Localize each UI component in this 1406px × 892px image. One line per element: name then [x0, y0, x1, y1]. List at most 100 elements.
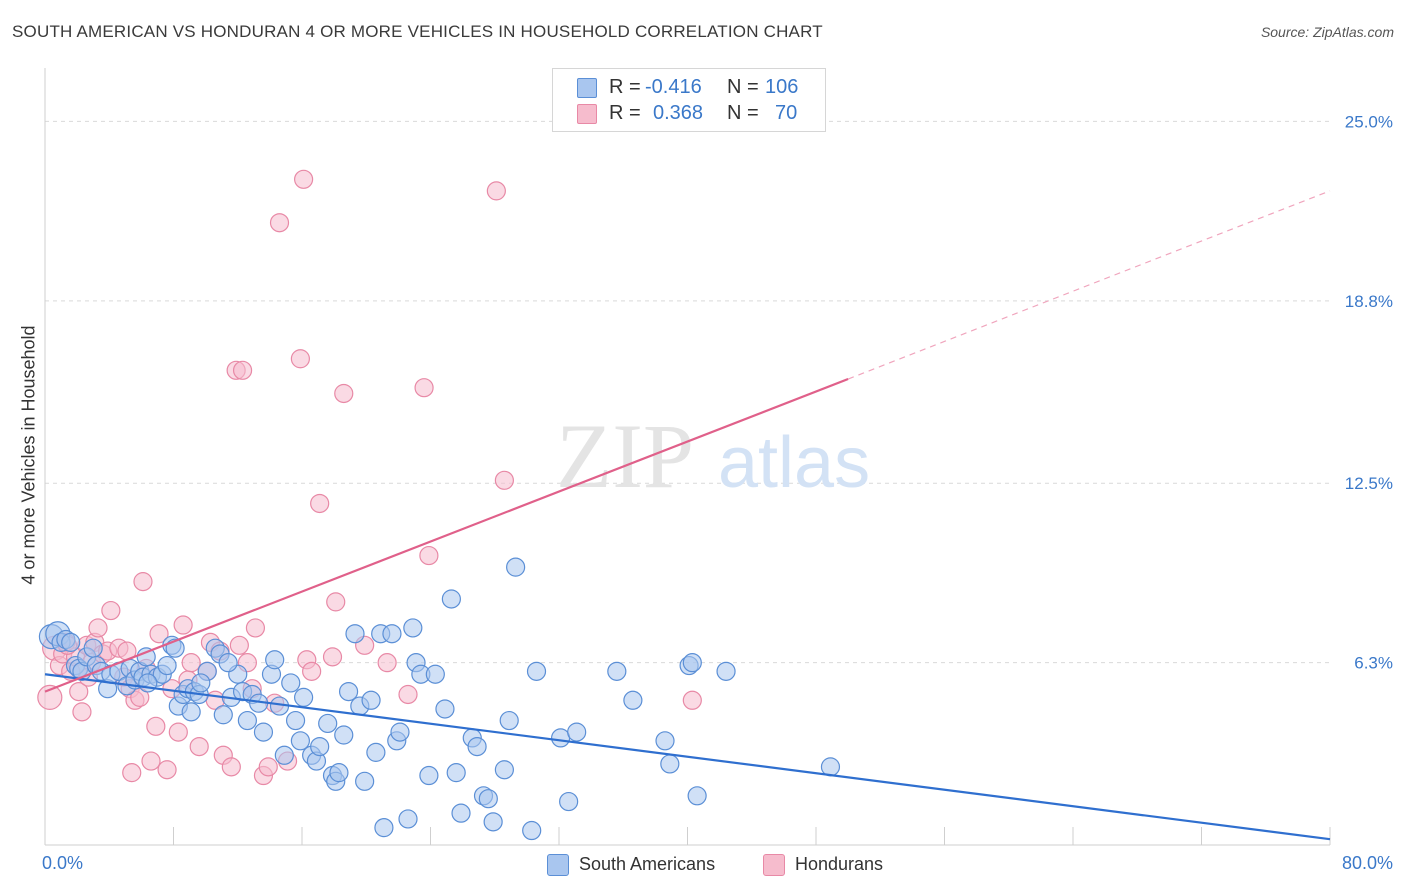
legend-item-hondurans: Hondurans [763, 852, 923, 876]
honduran-point [377, 653, 397, 673]
south-american-point [499, 710, 519, 731]
south-american-point [655, 731, 675, 751]
south-american-point [318, 713, 338, 734]
legend-n-value: 106 [765, 76, 799, 98]
south-american-point [419, 765, 439, 786]
south-american-point [374, 818, 394, 838]
honduran-point [310, 493, 330, 514]
legend-n-value: 70 [775, 102, 798, 124]
south-american-point [253, 722, 274, 742]
honduran-point [149, 624, 169, 644]
honduran-point [322, 647, 343, 667]
legend-label-hondurans: Hondurans [795, 854, 884, 874]
honduran-point [232, 360, 253, 380]
honduran-point [414, 378, 434, 398]
legend-swatch-pink [763, 854, 785, 876]
honduran-point [221, 757, 241, 777]
south-american-trend-line [44, 673, 1331, 841]
honduran-point [302, 661, 322, 681]
honduran-point [419, 545, 439, 566]
legend-r-label: R = [609, 76, 641, 98]
south-american-point [83, 638, 103, 658]
south-american-point [567, 722, 587, 742]
legend-label-south-americans: South Americans [579, 854, 716, 874]
honduran-point [157, 760, 177, 780]
legend-n-label: N = [727, 76, 759, 98]
legend-item-south-americans: South Americans [547, 852, 747, 876]
legend-r-label: R = [609, 102, 641, 124]
honduran-point [326, 592, 346, 612]
south-american-point [213, 705, 233, 725]
y-tick-label: 6.3% [1354, 654, 1393, 673]
honduran-point [168, 722, 188, 742]
south-american-point [329, 763, 349, 783]
south-american-point [682, 653, 702, 673]
south-american-point [218, 653, 238, 673]
trend-lines [44, 190, 1331, 841]
legend-n-label: N = [727, 102, 759, 124]
honduran-point [258, 757, 278, 777]
south-american-point [361, 690, 381, 710]
honduran-point [486, 181, 506, 201]
honduran-point [245, 618, 266, 638]
south-american-point [506, 557, 526, 577]
south-american-point [403, 618, 423, 638]
south-american-point [451, 803, 471, 823]
y-axis-title: 4 or more Vehicles in Household [18, 325, 39, 585]
honduran-point [133, 572, 153, 592]
honduran-point [130, 687, 150, 707]
honduran-point [37, 684, 63, 710]
south-american-point [345, 624, 365, 644]
honduran-point [181, 653, 201, 673]
watermark: ZIP atlas [556, 405, 870, 507]
watermark-zip: ZIP [556, 405, 694, 507]
south-american-point [366, 742, 386, 762]
south-american-point [716, 661, 736, 681]
south-american-point [435, 699, 455, 719]
south-american-point [281, 673, 301, 693]
south-american-point [382, 624, 402, 644]
south-american-point [483, 812, 503, 832]
honduran-point [682, 690, 702, 710]
south-american-point [191, 673, 211, 693]
south-american-point [526, 661, 547, 681]
south-american-point [285, 710, 306, 731]
honduran-point [290, 349, 310, 369]
south-american-point [237, 710, 257, 731]
south-american-point [61, 632, 81, 652]
south-american-point [623, 690, 643, 710]
honduran-trend-extension [847, 190, 1331, 380]
legend-r-value: 0.368 [653, 102, 704, 124]
south-american-point [310, 736, 330, 757]
south-american-point [355, 771, 375, 791]
x-tick-labels: 0.0% 80.0% [42, 853, 1393, 873]
south-american-point [157, 655, 177, 676]
south-american-point [274, 745, 294, 765]
south-american-point [607, 661, 627, 681]
honduran-point [69, 681, 89, 702]
south-american-point [181, 702, 201, 722]
y-tick-label: 25.0% [1345, 112, 1393, 131]
gridlines [45, 120, 1330, 664]
south-american-point [338, 681, 359, 702]
honduran-point [229, 635, 249, 655]
legend-swatch-blue [547, 854, 569, 876]
south-american-point [334, 725, 354, 745]
legend-r-value: -0.416 [645, 76, 702, 98]
south-american-point [820, 757, 841, 777]
south-american-point [441, 589, 461, 609]
honduran-point [398, 684, 418, 705]
stats-legend: R = -0.416 N = 106 R = 0.368 N = 70 [552, 68, 826, 132]
south-american-point [687, 786, 707, 806]
south-american-point [467, 736, 487, 757]
blue-points [38, 557, 841, 841]
south-american-point [559, 791, 579, 812]
chart-title: SOUTH AMERICAN VS HONDURAN 4 OR MORE VEH… [12, 22, 823, 41]
source-credit: Source: ZipAtlas.com [1260, 24, 1394, 40]
south-american-point [398, 809, 418, 829]
legend-row-hondurans: R = 0.368 N = 70 [577, 101, 817, 125]
south-american-point [478, 789, 498, 809]
south-american-point [425, 664, 445, 684]
honduran-point [189, 736, 209, 757]
